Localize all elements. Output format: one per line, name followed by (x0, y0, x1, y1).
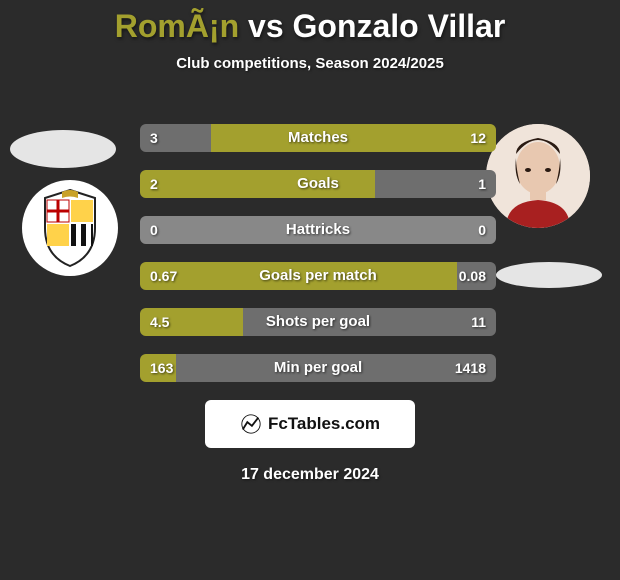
stat-value-left: 4.5 (150, 308, 169, 336)
stat-value-left: 3 (150, 124, 158, 152)
comparison-title: RomÃ¡n vs Gonzalo Villar (0, 0, 620, 45)
player2-name: Gonzalo Villar (293, 8, 506, 44)
stat-bar-right (243, 308, 496, 336)
stat-row: Matches312 (140, 124, 496, 152)
stat-value-left: 0.67 (150, 262, 177, 290)
stat-row: Goals21 (140, 170, 496, 198)
player1-name: RomÃ¡n (115, 8, 239, 44)
stat-value-right: 1418 (455, 354, 486, 382)
stat-value-right: 0.08 (459, 262, 486, 290)
stat-value-right: 1 (478, 170, 486, 198)
site-name: FcTables.com (268, 414, 380, 434)
stat-bar-left (140, 262, 457, 290)
stat-value-right: 11 (471, 308, 486, 336)
stat-row: Goals per match0.670.08 (140, 262, 496, 290)
stat-bars: Matches312Goals21Hattricks00Goals per ma… (140, 124, 496, 400)
vs-text: vs (248, 8, 284, 44)
stat-row: Hattricks00 (140, 216, 496, 244)
site-badge: FcTables.com (205, 400, 415, 448)
date-text: 17 december 2024 (0, 466, 620, 484)
stat-value-right: 0 (478, 216, 486, 244)
site-logo-icon (240, 413, 262, 435)
stat-bar-right (211, 124, 496, 152)
club-crest-icon (35, 188, 105, 268)
player1-avatar (10, 130, 116, 168)
stat-bar-left (140, 216, 318, 244)
stat-value-left: 163 (150, 354, 173, 382)
stat-row: Min per goal1631418 (140, 354, 496, 382)
player2-photo-icon (486, 124, 590, 228)
player1-club-badge (22, 180, 118, 276)
subtitle: Club competitions, Season 2024/2025 (0, 55, 620, 72)
stat-value-right: 12 (470, 124, 486, 152)
stat-value-left: 2 (150, 170, 158, 198)
player2-avatar (486, 124, 590, 228)
stat-row: Shots per goal4.511 (140, 308, 496, 336)
stat-bar-right (318, 216, 496, 244)
stat-bar-left (140, 170, 375, 198)
stat-bar-right (176, 354, 496, 382)
player2-club-badge (496, 262, 602, 288)
stat-value-left: 0 (150, 216, 158, 244)
